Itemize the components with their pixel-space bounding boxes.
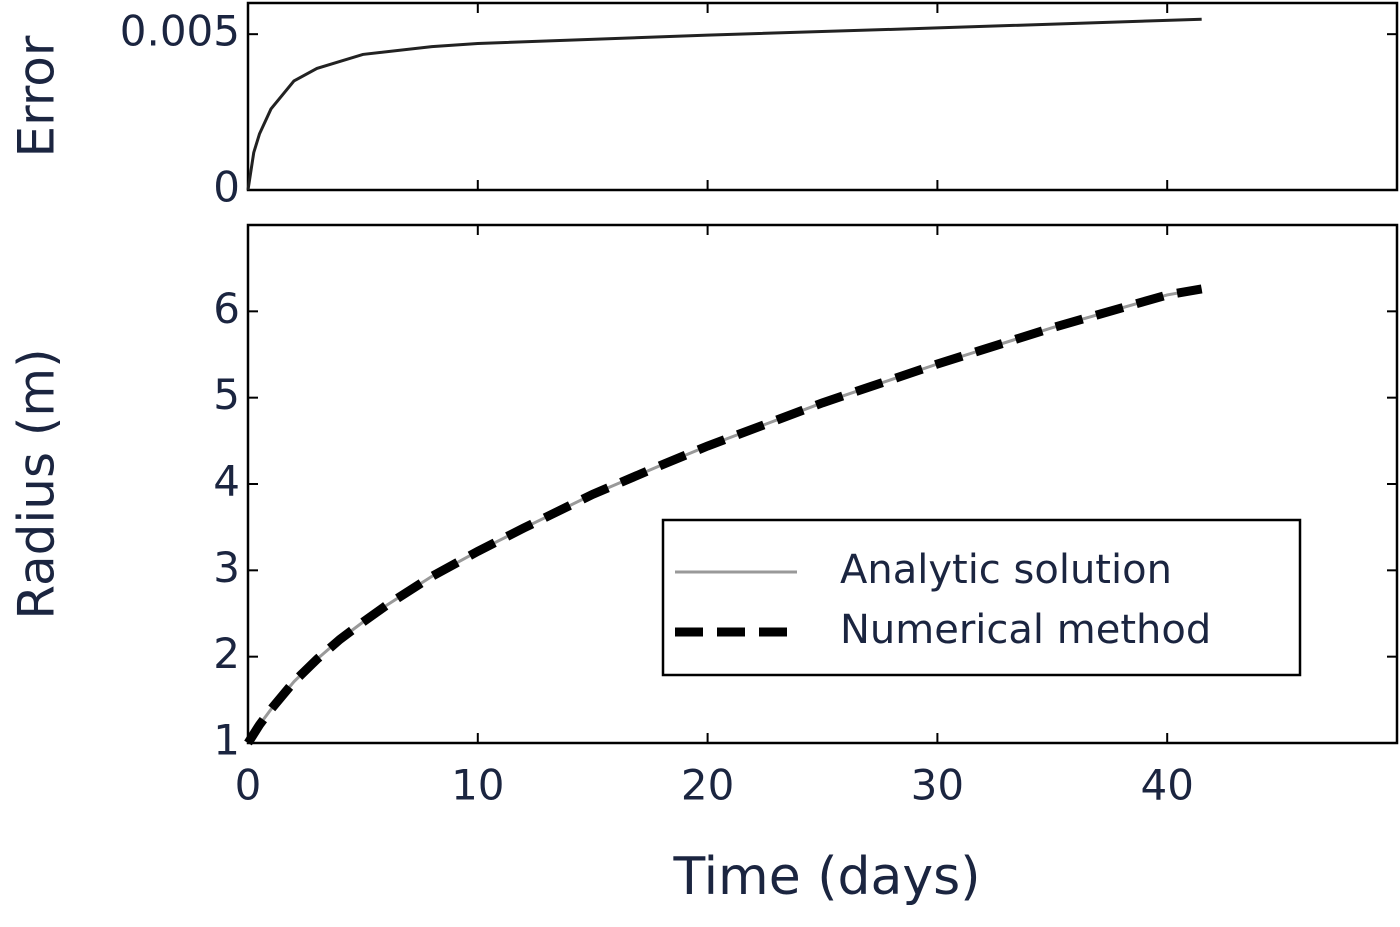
y-tick-label: 0 (213, 163, 240, 212)
y-axis-label: Error (8, 35, 66, 157)
legend-label: Numerical method (840, 607, 1211, 653)
y-axis-label: Radius (m) (8, 348, 66, 619)
y-tick-label: 4 (213, 457, 240, 506)
y-tick-label: 0.005 (120, 7, 240, 56)
x-tick-label: 30 (911, 761, 964, 810)
x-tick-label: 40 (1140, 761, 1193, 810)
plot-frame (246, 1, 1399, 192)
x-tick-label: 0 (235, 761, 262, 810)
x-tick-label: 20 (681, 761, 734, 810)
y-tick-label: 1 (213, 716, 240, 765)
y-tick-label: 5 (213, 370, 240, 419)
data-line (244, 284, 1203, 746)
y-tick-label: 3 (213, 543, 240, 592)
x-axis-label: Time (days) (672, 847, 980, 907)
legend-label: Analytic solution (840, 547, 1172, 593)
legend-box (661, 518, 1302, 677)
y-tick-label: 2 (213, 629, 240, 678)
plot-frame (246, 223, 1399, 745)
y-tick-label: 6 (213, 284, 240, 333)
x-tick-label: 10 (451, 761, 504, 810)
data-line (246, 17, 1202, 191)
